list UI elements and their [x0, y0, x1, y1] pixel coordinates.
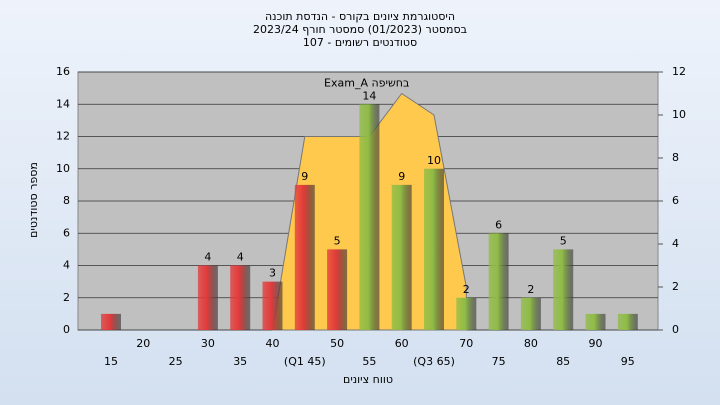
y2-tick-label: 4: [672, 237, 679, 250]
y-tick-label: 12: [56, 130, 70, 143]
bar: [424, 168, 444, 330]
bar: [488, 233, 509, 330]
y-tick-label: 14: [56, 97, 70, 110]
title-line: היסטוגרמת ציונים בקורס - הנדסת תוכנה: [265, 10, 455, 23]
bar: [359, 104, 380, 330]
x-tick-label: 60: [395, 337, 409, 350]
y-tick-label: 2: [63, 291, 70, 304]
bar: [262, 281, 283, 330]
data-label: 9: [301, 170, 308, 183]
data-label: 14: [362, 89, 376, 102]
x-tick-label: (Q1 45): [284, 355, 326, 368]
data-label: 4: [237, 251, 244, 264]
bar: [101, 313, 121, 330]
y2-tick-label: 8: [672, 151, 679, 164]
data-label: 9: [398, 170, 405, 183]
bar: [520, 297, 541, 330]
bar: [553, 249, 574, 330]
x-tick-label: 75: [492, 355, 506, 368]
y-tick-label: 6: [63, 226, 70, 239]
y2-tick-label: 6: [672, 194, 679, 207]
y-tick-label: 0: [63, 323, 70, 336]
series-label: Exam_A בחשיפה: [324, 77, 409, 90]
x-tick-label: 50: [330, 337, 344, 350]
y-axis-title: מספר סטודנטים: [27, 162, 40, 238]
bar: [294, 184, 315, 330]
y2-tick-label: 2: [672, 280, 679, 293]
x-tick-label: 55: [362, 355, 376, 368]
y2-tick-label: 12: [672, 65, 686, 78]
title-line: סטודנטים רשומים - 107: [303, 36, 417, 49]
bar: [327, 249, 348, 330]
data-label: 3: [269, 267, 276, 280]
y2-tick-label: 0: [672, 323, 679, 336]
y2-tick-label: 10: [672, 108, 686, 121]
data-label: 5: [560, 234, 567, 247]
bar: [617, 313, 638, 330]
x-tick-label: 20: [136, 337, 150, 350]
x-tick-label: 70: [459, 337, 473, 350]
bar: [456, 297, 477, 330]
data-label: 4: [204, 251, 211, 264]
x-tick-label: 95: [621, 355, 635, 368]
bar: [391, 184, 412, 330]
x-tick-label: 80: [524, 337, 538, 350]
x-tick-label: 85: [556, 355, 570, 368]
data-label: 6: [495, 218, 502, 231]
title-line: בסמסטר (01/2023) סמסטר חורף 2023/24: [253, 23, 467, 36]
y-tick-label: 4: [63, 259, 70, 272]
y-tick-label: 10: [56, 162, 70, 175]
bar: [585, 313, 606, 330]
bar: [230, 265, 251, 330]
bar: [197, 265, 218, 330]
data-label: 2: [463, 283, 470, 296]
x-tick-label: 25: [169, 355, 183, 368]
x-tick-label: 90: [589, 337, 603, 350]
x-tick-label: (Q3 65): [413, 355, 455, 368]
x-tick-label: 40: [266, 337, 280, 350]
x-tick-label: 35: [233, 355, 247, 368]
x-tick-label: 15: [104, 355, 118, 368]
x-tick-label: 30: [201, 337, 215, 350]
data-label: 10: [427, 154, 441, 167]
y-tick-label: 8: [63, 194, 70, 207]
x-axis-title: טווח ציונים: [343, 373, 393, 386]
y-tick-label: 16: [56, 65, 70, 78]
data-label: 2: [527, 283, 534, 296]
data-label: 5: [334, 234, 341, 247]
